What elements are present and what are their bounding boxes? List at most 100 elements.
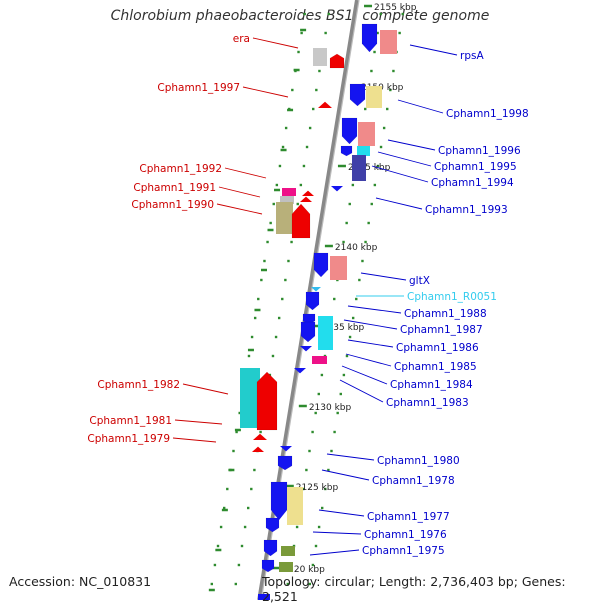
track-dot — [219, 525, 223, 529]
feature-1979 — [252, 446, 264, 452]
track-dot — [286, 582, 290, 586]
track-dot — [238, 411, 241, 415]
track-dot — [277, 316, 281, 320]
feature-1975 — [263, 539, 278, 557]
feature-1990 — [291, 203, 311, 239]
track-dot — [281, 297, 284, 301]
leader-line — [224, 167, 267, 179]
feature-rpsA-block — [380, 30, 397, 54]
track-dot — [370, 69, 373, 73]
feature-1982 — [256, 371, 278, 431]
leader-line — [339, 379, 384, 403]
track-dot — [320, 506, 324, 510]
track-dot — [308, 582, 312, 586]
track-dot — [210, 582, 214, 586]
leader-line — [318, 509, 365, 517]
right-gene-label: Cphamn1_1983 — [386, 397, 469, 409]
right-gene-label: Cphamn1_1976 — [364, 529, 447, 541]
feature-1991 — [280, 196, 294, 204]
leader-line — [343, 319, 398, 330]
feature-1995b — [340, 145, 353, 157]
track-dot — [376, 31, 379, 35]
track-dot — [327, 468, 330, 472]
right-gene-label: Cphamn1_1986 — [396, 342, 479, 354]
track-dot — [373, 183, 377, 187]
track-dot — [271, 354, 275, 358]
feature-1987-block — [318, 316, 333, 350]
track-dot — [317, 525, 321, 529]
leader-line — [409, 44, 458, 56]
feature-1977-block — [287, 487, 303, 525]
feature-edge — [258, 594, 270, 600]
track-dot — [330, 449, 333, 453]
track-dot — [382, 126, 386, 130]
track-dot — [358, 278, 361, 282]
leader-line — [387, 139, 436, 151]
track-dot — [311, 563, 315, 567]
leader-line — [360, 272, 407, 281]
track-dot — [246, 506, 250, 510]
scale-label: 2130 kbp — [309, 403, 352, 413]
track-dot — [275, 183, 279, 187]
leader-line — [309, 549, 360, 556]
track-dot — [361, 259, 364, 263]
track-dot — [247, 354, 251, 358]
right-gene-label: Cphamn1_1996 — [438, 145, 521, 157]
track-dot — [351, 183, 355, 187]
right-gene-label: Cphamn1_1988 — [404, 308, 487, 320]
track-dot — [345, 221, 348, 225]
feature-1983 — [294, 368, 306, 374]
feature-era-block — [313, 48, 327, 66]
track-dot — [317, 392, 320, 396]
leader-line — [377, 151, 432, 167]
track-dot — [260, 278, 263, 282]
right-gene-label: rpsA — [460, 50, 484, 62]
track-dot — [302, 164, 306, 168]
feature-1993 — [331, 186, 343, 192]
track-dot — [379, 145, 383, 149]
left-gene-label: Cphamn1_1992 — [139, 163, 222, 175]
feature-1995 — [357, 146, 370, 156]
track-dot — [324, 31, 327, 35]
track-dot — [345, 354, 349, 358]
track-dot — [300, 31, 303, 35]
feature-1996 — [341, 117, 358, 145]
track-dot — [315, 88, 318, 92]
track-dot — [401, 12, 404, 16]
feature-1980 — [280, 446, 292, 452]
scale-label: 2150 kbp — [361, 83, 404, 93]
left-gene-label: Cphamn1_1979 — [87, 433, 170, 445]
right-gene-label: Cphamn1_1993 — [425, 204, 508, 216]
feature-1974-block — [279, 562, 293, 572]
track-dot — [308, 126, 312, 130]
track-dot — [299, 183, 303, 187]
left-gene-label: Cphamn1_1981 — [89, 415, 172, 427]
scale-label: 2120 kbp — [282, 565, 325, 575]
track-dot — [308, 449, 311, 453]
track-dot — [305, 145, 309, 149]
right-gene-label: Cphamn1_1994 — [431, 177, 514, 189]
feature-1984 — [312, 356, 327, 364]
track-dot — [351, 316, 355, 320]
track-dot — [314, 544, 318, 548]
track-dot — [333, 297, 336, 301]
right-gene-label: Cphamn1_1998 — [446, 108, 529, 120]
feature-R0051 — [311, 287, 321, 292]
left-gene-label: Cphamn1_1991 — [133, 182, 216, 194]
track-dot — [324, 487, 327, 491]
right-gene-label: Cphamn1_1980 — [377, 455, 460, 467]
feature-1977 — [270, 481, 288, 521]
track-dot — [311, 430, 314, 434]
feature-1996-block — [358, 122, 375, 146]
track-dot — [281, 145, 285, 149]
leader-lines — [172, 37, 458, 556]
leader-line — [371, 165, 429, 183]
track-dot — [342, 240, 345, 244]
right-gene-label: Cphamn1_1985 — [394, 361, 477, 373]
leader-line — [397, 99, 444, 114]
track-dot — [373, 50, 376, 54]
track-dot — [364, 240, 367, 244]
right-gene-label: Cphamn1_R0051 — [407, 291, 497, 303]
track-dot — [257, 297, 260, 301]
left-gene-label: Cphamn1_1982 — [97, 379, 180, 391]
